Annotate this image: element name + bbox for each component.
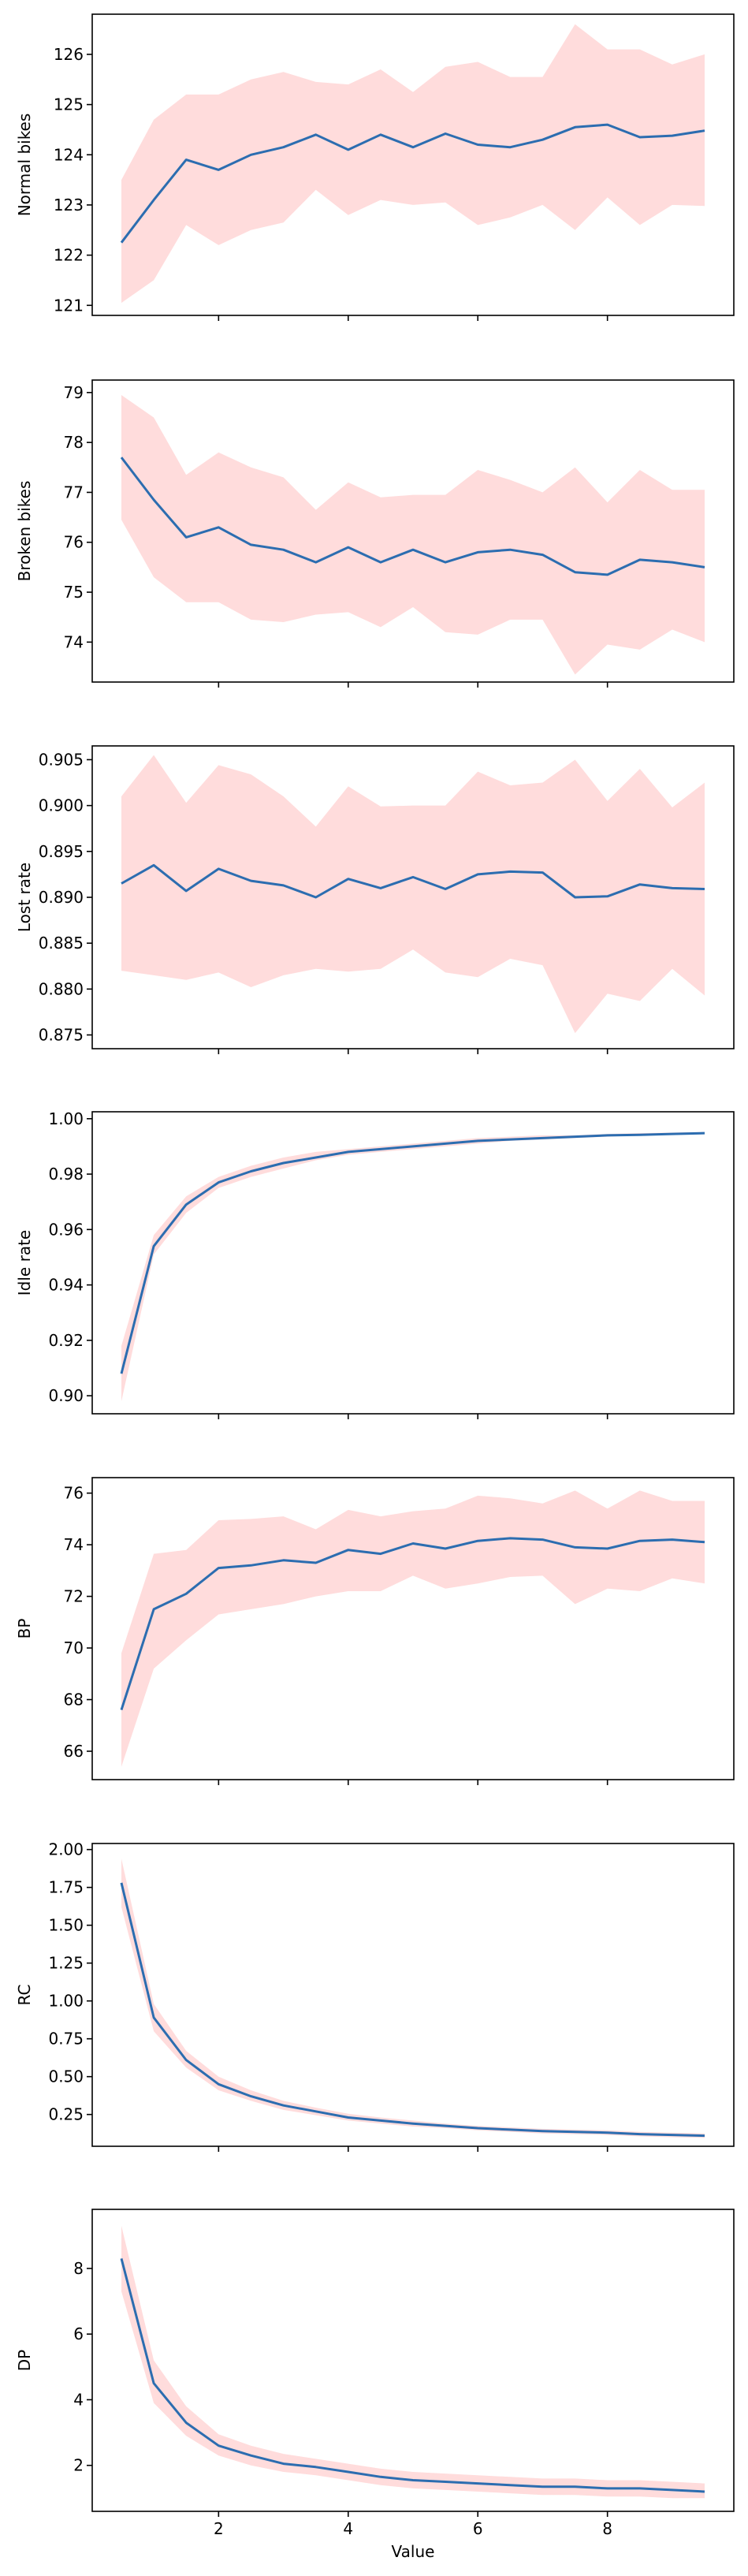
y-tick-label-2-3: 76 (64, 533, 84, 552)
y-axis-label-2: Broken bikes (15, 481, 34, 582)
y-tick-label-7-2: 4 (73, 2390, 84, 2409)
axes-frame-1 (91, 13, 735, 316)
y-tick-label-3-2: 0.880 (39, 979, 84, 998)
y-tick-label-3-5: 0.895 (39, 842, 84, 861)
y-tick-label-6-8: 2.00 (48, 1840, 84, 1859)
y-tick-label-6-3: 0.75 (48, 2030, 84, 2048)
y-tick-label-3-4: 0.890 (39, 888, 84, 907)
axes-frame-5 (91, 1477, 735, 1780)
y-tick-label-1-3: 123 (54, 196, 84, 214)
y-tick-label-1-6: 126 (54, 45, 84, 64)
y-tick-label-4-3: 0.94 (48, 1276, 84, 1295)
confidence-band-5-1 (121, 1490, 705, 1767)
chart-panel-6: 0.25 0.50 0.75 1.00 1.25 1.50 1.75 2.00 RC (15, 1840, 735, 2152)
y-tick-label-5-4: 72 (64, 1587, 84, 1606)
series-line-2-1 (120, 457, 705, 576)
x-tick-label-3: 6 (473, 2519, 483, 2538)
y-tick-label-1-4: 124 (54, 145, 84, 164)
y-axis-label-1: Normal bikes (15, 114, 34, 217)
y-tick-label-5-2: 68 (64, 1691, 84, 1709)
y-tick-label-1-1: 121 (54, 296, 84, 315)
y-tick-label-2-6: 79 (64, 383, 84, 402)
y-axis-label-4: Idle rate (15, 1230, 34, 1295)
y-tick-label-2-2: 75 (64, 583, 84, 602)
axes-frame-4 (91, 1111, 735, 1415)
confidence-band-4-1 (121, 1131, 705, 1402)
confidence-band-7-1 (121, 2225, 705, 2499)
y-axis-label-5: BP (15, 1619, 34, 1639)
y-tick-label-4-6: 1.00 (48, 1109, 84, 1128)
y-tick-label-4-4: 0.96 (48, 1220, 84, 1239)
x-tick-label-1: 2 (214, 2519, 224, 2538)
y-tick-label-3-1: 0.875 (39, 1026, 84, 1045)
y-tick-label-2-5: 78 (64, 433, 84, 452)
y-tick-label-6-4: 1.00 (48, 1992, 84, 2011)
y-tick-label-6-1: 0.25 (48, 2105, 84, 2124)
y-tick-label-5-6: 76 (64, 1484, 84, 1503)
chart-panel-3: 0.875 0.880 0.885 0.890 0.895 0.900 0.905 Lost … (15, 745, 735, 1054)
chart-panel-4: 0.90 0.92 0.94 0.96 0.98 1.00 Idle rate (15, 1109, 735, 1419)
chart-panel-5: 66 68 70 72 74 76 BP (15, 1477, 735, 1785)
y-tick-label-6-2: 0.50 (48, 2067, 84, 2086)
x-tick-label-4: 8 (602, 2519, 612, 2538)
axes-frame-2 (91, 379, 735, 683)
y-tick-label-2-1: 74 (64, 632, 84, 651)
y-tick-label-7-4: 8 (73, 2259, 84, 2278)
series-line-4-1 (120, 1131, 705, 1374)
confidence-band-6-1 (121, 1858, 705, 2138)
y-tick-label-1-5: 125 (54, 95, 84, 114)
confidence-band-3-1 (121, 755, 705, 1034)
y-tick-label-1-2: 122 (54, 246, 84, 265)
series-line-3-1 (121, 863, 705, 899)
y-tick-label-4-2: 0.92 (48, 1331, 84, 1350)
chart-panel-7: 2 4 6 8 2 4 6 8 DP Value (15, 2209, 735, 2561)
y-tick-label-6-6: 1.50 (48, 1916, 84, 1935)
series-line-5-1 (120, 1537, 705, 1711)
y-axis-label-3: Lost rate (15, 863, 34, 932)
y-axis-label-7: DP (15, 2350, 34, 2371)
x-axis-label: Value (392, 2542, 435, 2561)
confidence-band-2-1 (121, 395, 705, 675)
series-line-6-1 (120, 1882, 705, 2138)
axes-frame-6 (91, 1843, 735, 2147)
y-tick-label-5-5: 74 (64, 1535, 84, 1554)
y-tick-label-2-4: 77 (64, 483, 84, 501)
y-tick-label-6-5: 1.25 (48, 1954, 84, 1973)
chart-panel-2: 74 75 76 77 78 79 Broken bikes (15, 379, 735, 688)
series-line-7-1 (120, 2258, 705, 2493)
confidence-band-1-1 (121, 24, 705, 304)
y-tick-label-3-7: 0.905 (39, 750, 84, 769)
y-tick-label-7-1: 2 (73, 2456, 84, 2475)
series-line-1-1 (120, 123, 705, 244)
y-tick-label-6-7: 1.75 (48, 1878, 84, 1897)
y-tick-label-4-1: 0.90 (48, 1386, 84, 1405)
axes-frame-7 (91, 2209, 735, 2512)
y-tick-label-3-6: 0.900 (39, 796, 84, 815)
y-tick-label-5-1: 66 (64, 1742, 84, 1761)
y-tick-label-3-3: 0.885 (39, 934, 84, 952)
chart-panel-1: 121 122 123 124 125 126 Normal bikes (15, 13, 735, 321)
y-axis-label-6: RC (15, 1985, 34, 2006)
y-tick-label-4-5: 0.98 (48, 1165, 84, 1184)
x-tick-label-2: 4 (343, 2519, 353, 2538)
y-tick-label-7-3: 6 (73, 2324, 84, 2343)
y-tick-label-5-3: 70 (64, 1638, 84, 1657)
